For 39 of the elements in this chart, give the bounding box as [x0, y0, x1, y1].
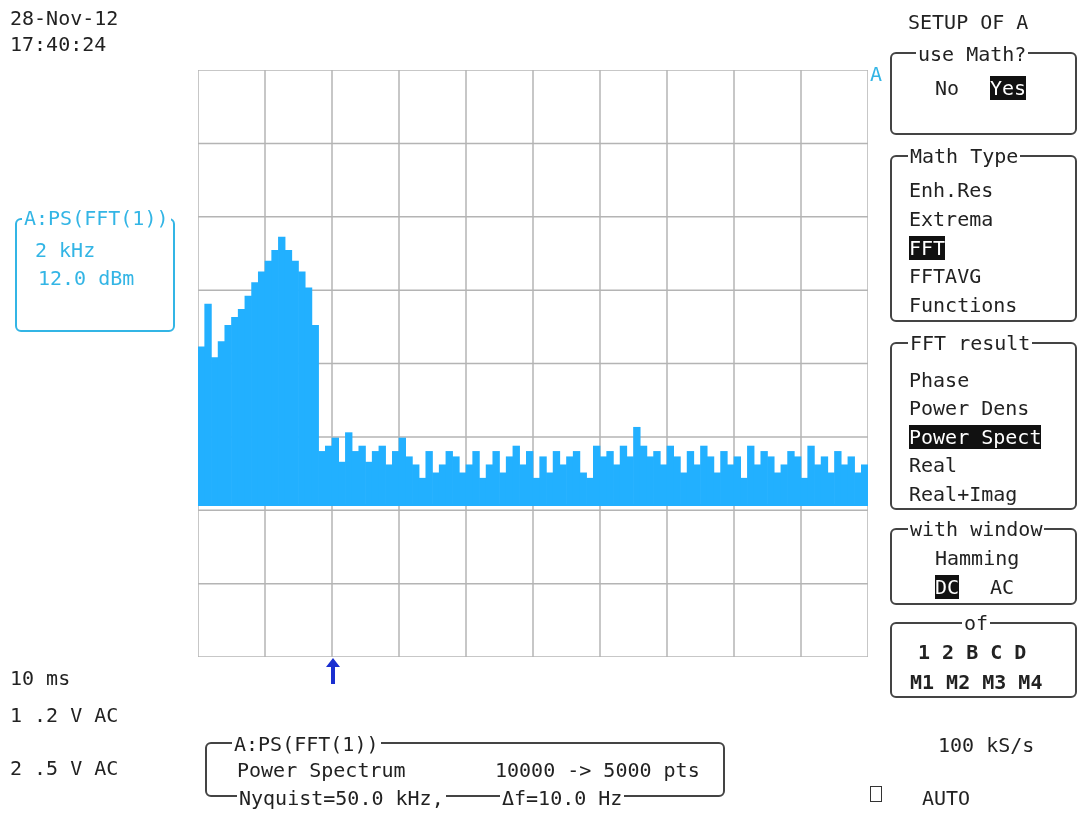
text: Hamming	[935, 546, 1020, 570]
text: 10000 -> 5000 pts	[495, 758, 700, 782]
text: Phase	[909, 368, 970, 392]
text: with window	[908, 517, 1045, 541]
text: M1 M2 M3 M4	[910, 670, 1043, 694]
text: use Math?	[916, 42, 1029, 66]
text: Power Spectrum	[237, 758, 406, 782]
text: FFTAVG	[909, 264, 982, 288]
text: FFT result	[908, 331, 1033, 355]
text: AUTO	[922, 786, 971, 810]
text: Nyquist=50.0 kHz,	[237, 786, 446, 810]
text: A:PS(FFT(1))	[232, 732, 381, 756]
text: Δf=10.0 Hz	[500, 786, 625, 810]
text: A:PS(FFT(1))	[22, 206, 171, 230]
text: A	[870, 62, 883, 86]
text: SETUP OF A	[908, 10, 1029, 34]
text: 1 2 B C D	[918, 640, 1027, 664]
text: 100 kS/s	[938, 733, 1035, 757]
text: 17:40:24	[10, 32, 107, 56]
text: 1 .2 V AC	[10, 703, 119, 727]
text: Real+Imag	[909, 482, 1018, 506]
text: FFT	[909, 236, 946, 260]
text: 2 kHz	[35, 238, 96, 262]
text: Extrema	[909, 207, 994, 231]
text: Math Type	[908, 144, 1021, 168]
text: Yes	[990, 76, 1027, 100]
text: 10 ms	[10, 666, 71, 690]
text: Real	[909, 453, 958, 477]
text: Power Spect	[909, 425, 1042, 449]
text: 12.0 dBm	[38, 266, 135, 290]
text: Enh.Res	[909, 178, 994, 202]
text: AC	[990, 575, 1015, 599]
text: DC	[935, 575, 960, 599]
text: Power Dens	[909, 396, 1030, 420]
text: No	[935, 76, 960, 100]
text: 28-Nov-12	[10, 6, 119, 30]
text: 2 .5 V AC	[10, 756, 119, 780]
text: of	[962, 611, 991, 635]
text: Functions	[909, 293, 1018, 317]
